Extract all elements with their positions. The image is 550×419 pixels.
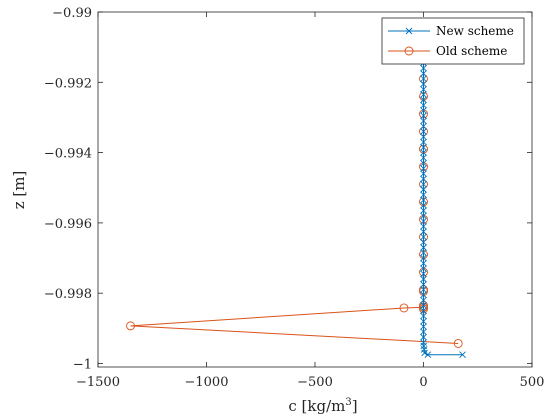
data-point-new <box>420 296 427 304</box>
data-point-new <box>420 128 427 135</box>
data-point-new <box>420 175 427 183</box>
data-point-new <box>420 91 427 98</box>
legend-entry-old: Old scheme <box>388 44 507 58</box>
data-point-new <box>420 302 427 309</box>
data-point-new <box>420 223 427 230</box>
data-point-new <box>420 107 427 114</box>
data-point-new <box>420 64 427 72</box>
x-axis-label: c [kg/m3] <box>288 397 357 415</box>
data-point-new <box>420 328 427 336</box>
data-point-new <box>420 186 427 193</box>
data-point-new <box>420 80 427 88</box>
data-point-new <box>420 154 427 162</box>
data-point-new <box>420 70 427 77</box>
data-point-new <box>420 249 427 257</box>
data-point-new <box>420 149 427 156</box>
data-point-new <box>459 351 466 359</box>
legend: New scheme Old scheme <box>381 17 525 65</box>
data-point-new <box>424 351 432 359</box>
data-point-new <box>420 75 427 83</box>
y-tick-label: −1 <box>73 357 92 372</box>
data-point-new <box>420 312 427 320</box>
x-tick-label: −500 <box>297 375 333 390</box>
data-point-new <box>420 165 427 172</box>
data-point-new <box>420 270 427 278</box>
y-tick-label: −0.992 <box>44 76 92 91</box>
axis-ticks: −1500 −1000 −500 0 500 −1 −0.998 −0.996 −0.994 −0… <box>44 6 545 390</box>
series-line-old <box>130 78 459 344</box>
data-point-new <box>420 101 427 109</box>
data-point-new <box>421 349 428 357</box>
legend-label-old: Old scheme <box>436 44 507 58</box>
data-point-new <box>420 333 427 341</box>
data-point-new <box>420 138 427 146</box>
data-point-new <box>420 122 427 130</box>
legend-marker-new <box>405 27 413 35</box>
data-point-new <box>420 117 427 125</box>
data-point-new <box>420 244 427 251</box>
data-point-new <box>420 96 427 104</box>
data-point-new <box>420 238 427 246</box>
data-point-new <box>420 281 427 288</box>
x-tick-label: 500 <box>520 375 545 390</box>
data-point-new <box>420 265 427 272</box>
data-point-new <box>420 86 427 93</box>
y-axis-label: z [m] <box>10 171 28 210</box>
data-point-new <box>420 286 427 293</box>
x-tick-label: −1000 <box>185 375 229 390</box>
legend-entry-new: New scheme <box>388 24 514 38</box>
data-point-old <box>399 303 409 313</box>
y-tick-label: −0.994 <box>44 147 92 162</box>
data-point-new <box>420 196 427 204</box>
data-point-new <box>420 317 427 325</box>
x-tick-label: −1500 <box>76 375 120 390</box>
data-point-new <box>420 233 427 241</box>
data-point-old <box>126 321 136 331</box>
data-point-new <box>420 254 427 262</box>
legend-label-new: New scheme <box>436 24 514 38</box>
data-point-new <box>420 159 427 167</box>
legend-marker-old <box>404 46 414 56</box>
y-tick-label: −0.99 <box>52 6 92 21</box>
series-line-new <box>423 20 463 356</box>
data-point-new <box>420 207 427 214</box>
y-tick-label: −0.998 <box>44 287 92 302</box>
data-point-new <box>420 228 427 235</box>
data-point-new <box>420 275 427 283</box>
data-point-new <box>420 133 427 141</box>
data-point-new <box>420 170 427 178</box>
x-tick-label: 0 <box>419 375 427 390</box>
data-point-new <box>420 180 427 188</box>
plot-area <box>126 17 466 359</box>
data-point-old <box>453 339 463 348</box>
data-point-new <box>420 112 427 120</box>
data-point-new <box>420 201 427 209</box>
data-point-new <box>420 217 427 225</box>
data-point-new <box>420 259 427 267</box>
data-point-new <box>420 212 427 220</box>
y-tick-label: −0.996 <box>44 217 92 232</box>
data-point-new <box>420 191 427 199</box>
legend-box <box>381 17 525 65</box>
data-point-new <box>420 307 427 315</box>
data-point-new <box>420 323 427 330</box>
data-point-new <box>420 144 427 151</box>
data-point-new <box>420 291 427 299</box>
